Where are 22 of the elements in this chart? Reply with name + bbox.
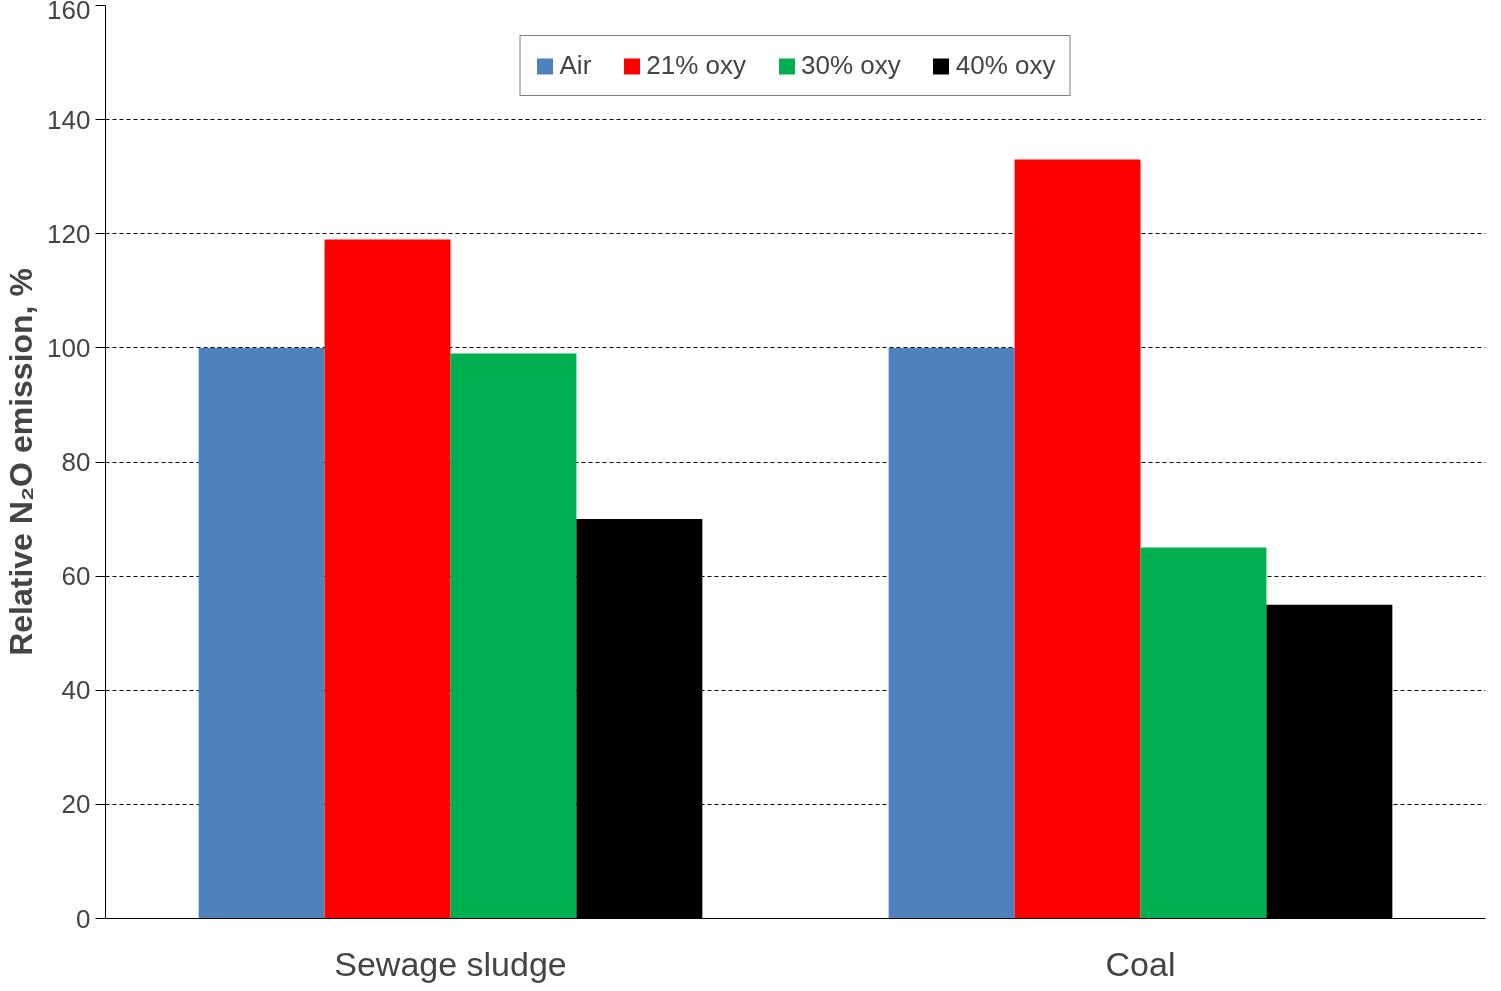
y-tick-label: 20 — [61, 789, 91, 820]
y-tick-label: 160 — [47, 0, 91, 25]
y-tick-label: 60 — [61, 561, 91, 592]
x-tick-label: Coal — [1105, 944, 1176, 983]
legend-label: Air — [559, 50, 592, 81]
legend-label: 40% oxy — [955, 50, 1056, 81]
y-axis-title: Relative N₂O emission, % — [3, 268, 40, 656]
bar — [450, 353, 577, 919]
y-tick-label: 140 — [47, 104, 91, 135]
y-tick-label: 0 — [76, 903, 91, 934]
x-tick-label: Sewage sludge — [334, 944, 567, 983]
legend-label: 30% oxy — [801, 50, 901, 81]
bar — [324, 239, 451, 919]
bar — [1140, 547, 1267, 919]
bar — [1014, 159, 1141, 919]
bar — [888, 347, 1015, 919]
y-tick-label: 80 — [61, 447, 91, 477]
legend-label: 21% oxy — [646, 50, 747, 81]
bar — [198, 347, 325, 919]
y-tick-label: 100 — [47, 332, 91, 363]
y-tick-label: 40 — [61, 675, 91, 706]
y-tick-label: 120 — [47, 218, 91, 249]
